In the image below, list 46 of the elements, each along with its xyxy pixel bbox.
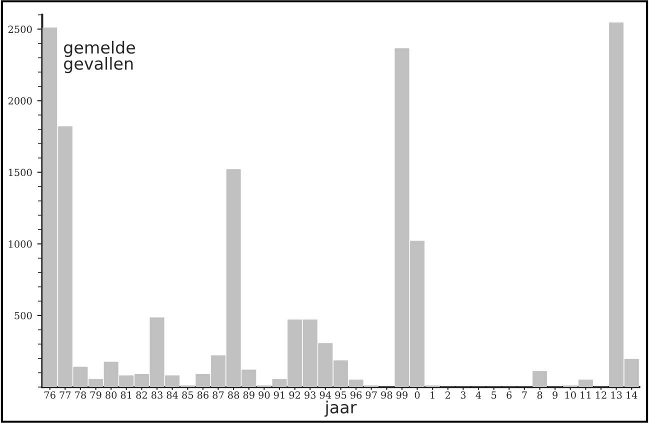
x-tick-label: 92: [289, 391, 300, 399]
y-tick-label: 1500: [8, 168, 32, 176]
x-tick-label: 85: [182, 391, 194, 399]
x-tick-label: 97: [366, 391, 377, 399]
x-tick-label: 99: [396, 391, 408, 399]
y-tick-label: 2000: [8, 97, 32, 105]
x-tick-label: 89: [243, 391, 254, 399]
x-axis-title: jaar: [324, 400, 357, 417]
x-tick-label: 91: [274, 391, 284, 399]
x-tick-label: 5: [492, 392, 496, 399]
x-tick-label: 87: [212, 391, 224, 399]
x-tick-label: 78: [75, 391, 86, 399]
x-tick-label: 14: [626, 391, 638, 399]
x-tick-label: 83: [151, 391, 162, 399]
x-tick-label: 84: [166, 391, 178, 399]
x-tick-label: 90: [258, 391, 270, 399]
x-tick-label: 10: [565, 391, 576, 399]
x-tick-label: 7: [522, 392, 527, 399]
x-tick-label: 98: [381, 391, 392, 399]
y-tick-label: 1000: [8, 240, 32, 248]
x-tick-label: 1: [430, 391, 434, 399]
y-tick-label: 500: [14, 312, 32, 320]
x-tick-label: 9: [552, 391, 558, 399]
x-tick-label: 95: [335, 391, 346, 399]
y-axis-title: gemelde gevallen: [64, 40, 135, 74]
x-tick-label: 82: [136, 391, 147, 399]
x-tick-label: 3: [460, 391, 466, 399]
x-tick-label: 2: [445, 391, 450, 399]
x-tick-label: 8: [537, 391, 542, 399]
x-tick-label: 13: [611, 391, 622, 399]
x-tick-label: 80: [106, 391, 117, 399]
x-tick-label: 81: [120, 391, 132, 399]
x-tick-label: 94: [320, 391, 332, 399]
y-tick-label: 2500: [8, 26, 32, 33]
x-tick-label: 12: [596, 391, 606, 399]
x-tick-label: 4: [476, 391, 482, 399]
x-tick-label: 76: [44, 391, 56, 399]
x-tick-label: 93: [304, 391, 316, 399]
x-tick-label: 88: [228, 391, 240, 399]
x-tick-label: 77: [60, 392, 71, 399]
x-tick-label: 96: [350, 391, 362, 399]
x-tick-label: 6: [506, 391, 512, 399]
x-tick-label: 79: [90, 391, 102, 399]
x-tick-label: 0: [414, 391, 420, 399]
x-tick-label: 86: [197, 391, 209, 399]
x-tick-label: 11: [580, 391, 590, 399]
